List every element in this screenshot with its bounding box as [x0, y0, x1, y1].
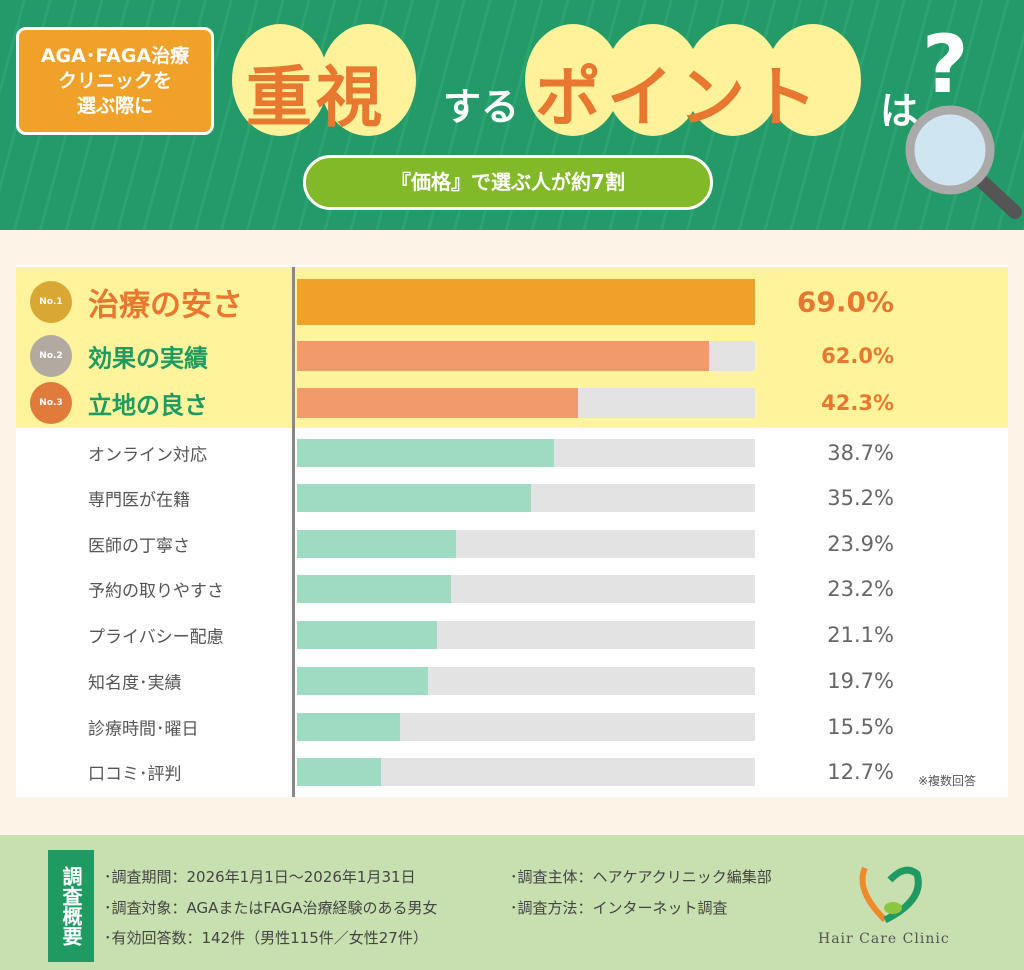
survey-target: ･調査対象：AGAまたはFAGA治療経験のある男女: [104, 899, 438, 917]
category-label: 知名度･実績: [88, 673, 182, 694]
bar: [297, 621, 438, 649]
title-emphasis-2: ポイント: [535, 59, 823, 136]
bar-track: [297, 575, 755, 603]
value-label: 19.7%: [827, 669, 894, 693]
value-label: 42.3%: [821, 391, 894, 415]
category-label: 口コミ･評判: [88, 764, 182, 785]
bar-track: [297, 758, 755, 786]
rank-medal-icon: No.1: [30, 281, 72, 323]
title-circle: [765, 24, 861, 136]
bar: [297, 758, 382, 786]
category-label: オンライン対応: [88, 445, 207, 466]
value-label: 23.9%: [827, 532, 894, 556]
bar-track: [297, 667, 755, 695]
survey-period: ･調査期間：2026年1月1日～2026年1月31日: [104, 868, 416, 886]
value-label: 23.2%: [827, 577, 894, 601]
survey-organizer: ･調査主体：ヘアケアクリニック編集部: [510, 868, 772, 886]
value-label: 21.1%: [827, 623, 894, 647]
badge-line: クリニックを: [57, 70, 172, 92]
bar-track: [297, 388, 755, 418]
survey-method: ･調査方法：インターネット調査: [510, 899, 728, 917]
chart-axis: [292, 267, 295, 797]
magnifier-icon: [905, 105, 1022, 219]
bar-track: [297, 530, 755, 558]
category-label: 立地の良さ: [88, 391, 208, 420]
bar: [297, 667, 428, 695]
survey-tag: 調査概要: [48, 850, 94, 962]
survey-responses: ･有効回答数：142件（男性115件／女性27件）: [104, 929, 428, 947]
survey-footer: 調査概要 ･調査期間：2026年1月1日～2026年1月31日 ･調査対象：AG…: [0, 835, 1024, 970]
category-label: 医師の丁寧さ: [88, 536, 190, 557]
bar-track: [297, 484, 755, 512]
bar-track: [297, 713, 755, 741]
category-label: 専門医が在籍: [88, 490, 190, 511]
bar: [297, 575, 451, 603]
title-text: は: [880, 89, 919, 133]
bar: [297, 530, 456, 558]
title-emphasis-1: 重視: [246, 59, 386, 136]
bar: [297, 484, 531, 512]
bar: [297, 341, 709, 371]
value-label: 69.0%: [796, 285, 894, 319]
title-circle: [320, 24, 416, 136]
clinic-logo-icon: [859, 866, 922, 924]
category-label: プライバシー配慮: [88, 627, 224, 648]
bar: [297, 713, 400, 741]
rank-medal-icon: No.2: [30, 335, 72, 377]
value-label: 62.0%: [821, 344, 894, 368]
badge-line: 選ぶ際に: [76, 95, 153, 117]
bar: [297, 279, 755, 325]
value-label: 35.2%: [827, 486, 894, 510]
subtitle-pill: 『価格』で選ぶ人が約7割: [303, 155, 713, 210]
bar-track: [297, 279, 755, 325]
category-label: 予約の取りやすさ: [88, 581, 224, 602]
category-label: 診療時間･曜日: [88, 719, 199, 740]
bar-track: [297, 621, 755, 649]
bar: [297, 439, 554, 467]
bar-track: [297, 341, 755, 371]
bar-track: [297, 439, 755, 467]
value-label: 12.7%: [827, 760, 894, 784]
title-text: する: [443, 85, 520, 129]
badge-line: AGA･FAGA治療: [40, 45, 190, 67]
chart-note: ※複数回答: [918, 774, 977, 788]
category-label: 効果の実績: [88, 344, 208, 373]
category-label: 治療の安さ: [88, 287, 243, 324]
question-mark: ?: [922, 18, 969, 111]
clinic-logo-text: Hair Care Clinic: [818, 931, 950, 947]
title-circle: [232, 24, 328, 136]
header-banner: AGA･FAGA治療 クリニックを 選ぶ際に 重視 する ポイント は ? 『価…: [0, 0, 1024, 230]
value-label: 38.7%: [827, 441, 894, 465]
topic-badge: AGA･FAGA治療 クリニックを 選ぶ際に: [16, 27, 214, 135]
bar: [297, 388, 578, 418]
value-label: 15.5%: [827, 715, 894, 739]
rank-medal-icon: No.3: [30, 382, 72, 424]
